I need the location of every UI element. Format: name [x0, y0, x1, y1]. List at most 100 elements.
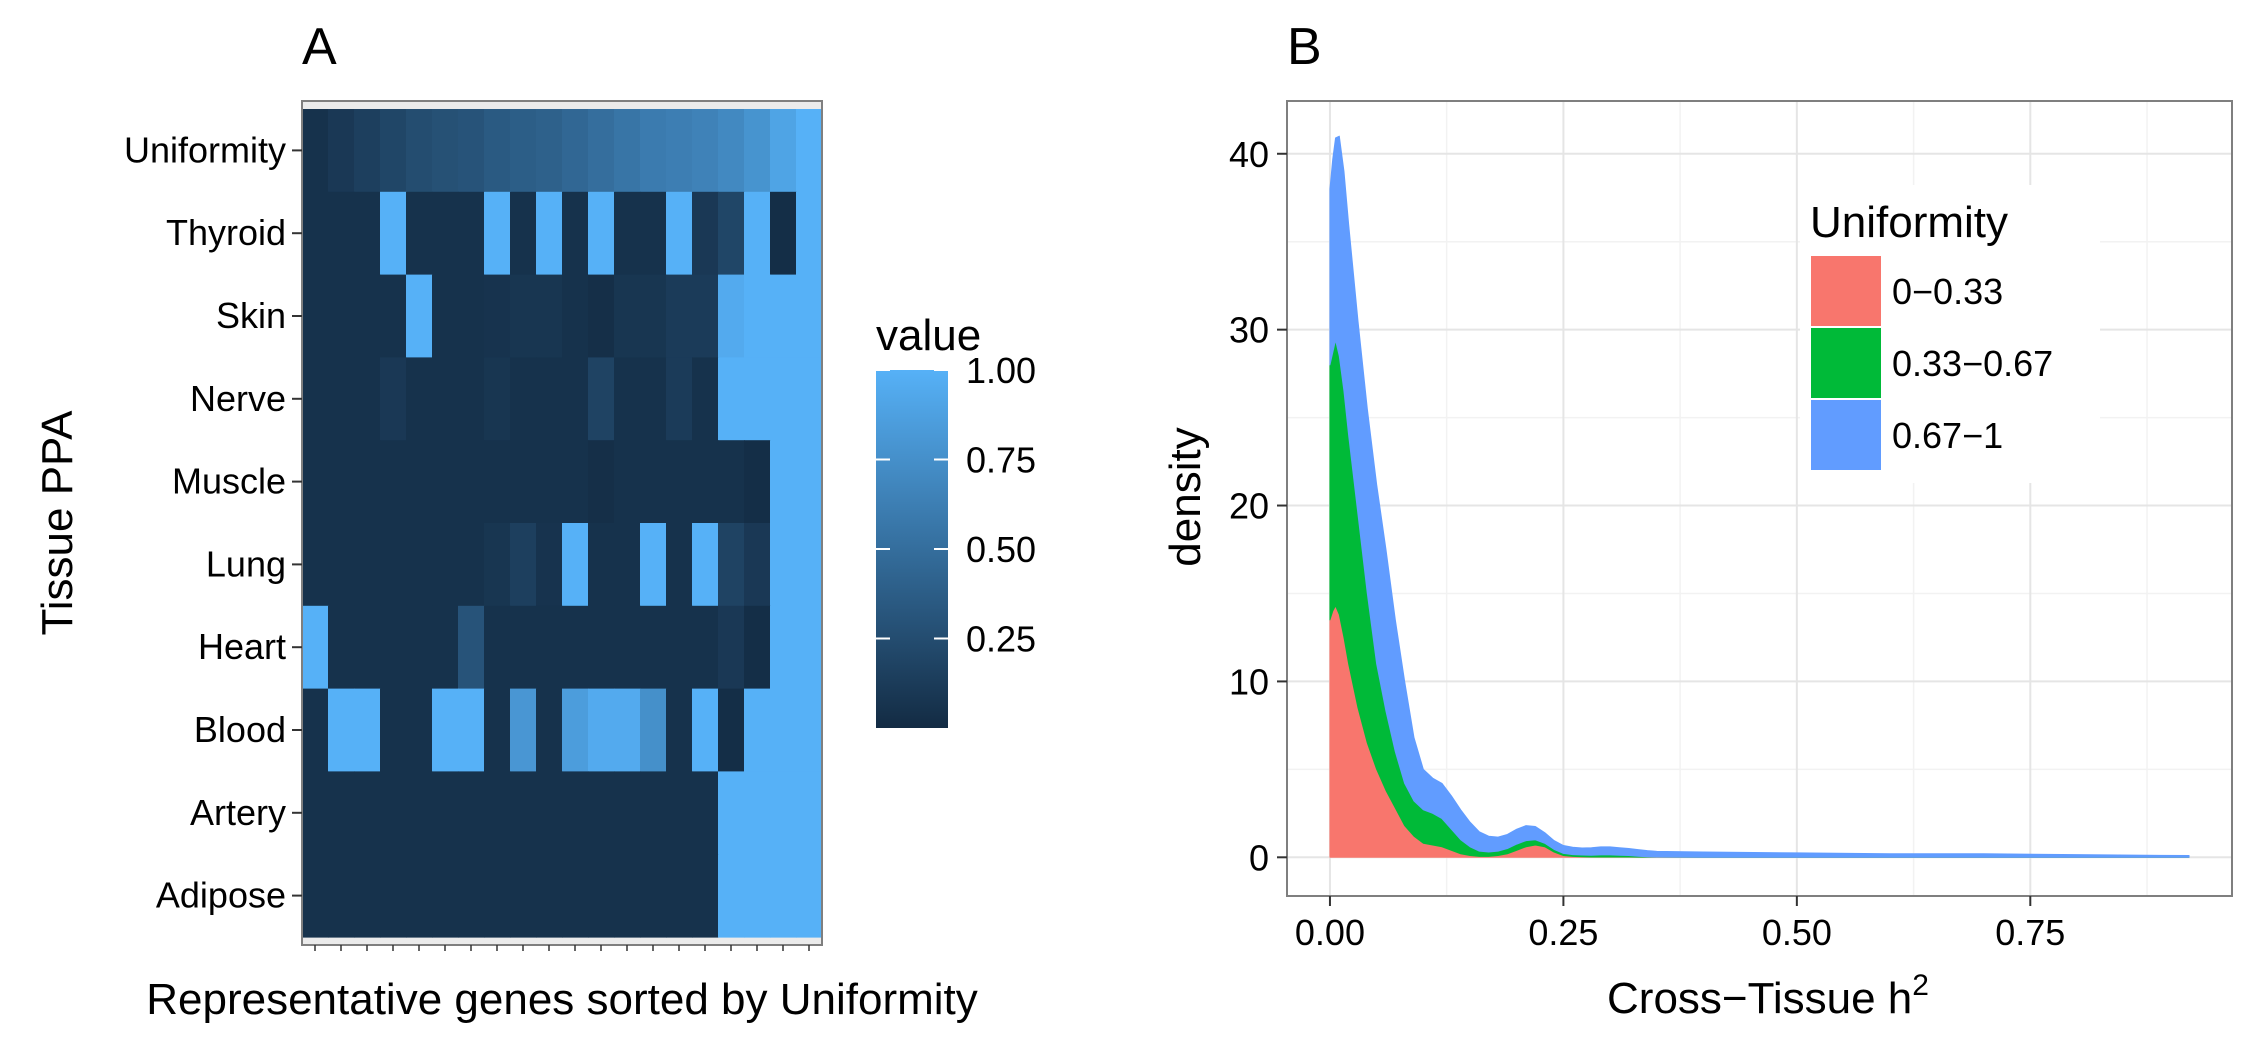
heatmap-cell [406, 440, 433, 524]
heatmap-cell [406, 688, 433, 772]
heatmap-cell [692, 854, 719, 938]
heatmap-cell [588, 854, 615, 938]
heatmap-legend-title: value [876, 311, 981, 360]
density-x-tick-label: 0.50 [1762, 912, 1832, 953]
heatmap-cell [354, 523, 381, 607]
heatmap-cell [718, 274, 745, 358]
density-legend-key [1809, 254, 1883, 328]
heatmap-cell [692, 109, 719, 193]
heatmap-cell [562, 688, 589, 772]
heatmap-cell [770, 109, 797, 193]
heatmap-cell [380, 688, 407, 772]
heatmap-cell [770, 771, 797, 855]
heatmap-row-label: Skin [216, 295, 286, 336]
heatmap-cell [432, 688, 459, 772]
heatmap-cell [744, 191, 771, 276]
heatmap-cell [510, 605, 537, 690]
heatmap-cell [484, 440, 511, 524]
heatmap-cell [640, 523, 667, 607]
heatmap-cell [666, 109, 693, 193]
heatmap-cell [354, 357, 381, 441]
heatmap-cell [510, 357, 537, 441]
heatmap-cell [692, 440, 719, 524]
heatmap-cell [744, 440, 771, 524]
heatmap-cell [458, 357, 485, 441]
heatmap-cell [796, 523, 823, 607]
heatmap-cell [432, 440, 459, 524]
heatmap-cell [458, 771, 485, 855]
density-area-series [1329, 135, 2190, 858]
heatmap-cell [770, 440, 797, 524]
heatmap-cell [588, 109, 615, 193]
heatmap-cell [380, 605, 407, 690]
heatmap-cell [380, 771, 407, 855]
density-legend-items: 0−0.33 0.33−0.67 0.67−1 [1809, 254, 2053, 472]
heatmap-legend: value 1.00 0.75 0.50 0.25 [876, 311, 1036, 728]
heatmap-cell [718, 688, 745, 772]
heatmap-cell [354, 688, 381, 772]
heatmap-cell [614, 854, 641, 938]
heatmap-cell [432, 274, 459, 358]
heatmap-cell [484, 191, 511, 276]
heatmap-cell [796, 109, 823, 193]
heatmap-cell [796, 688, 823, 772]
heatmap-legend-ticks: 1.00 0.75 0.50 0.25 [876, 350, 1036, 660]
heatmap-cell [796, 771, 823, 855]
heatmap-cell [536, 771, 563, 855]
heatmap-cell [770, 357, 797, 441]
heatmap-cell [328, 440, 355, 524]
heatmap-cell [614, 688, 641, 772]
heatmap-cell [484, 274, 511, 358]
panel-b-density: B 0.00 0.25 0.50 0.75 0 10 20 30 40 Cross−Tissu… [1161, 18, 2233, 1023]
heatmap-cells [302, 101, 823, 945]
heatmap-cell [484, 854, 511, 938]
heatmap-cell [562, 771, 589, 855]
heatmap-cell [692, 771, 719, 855]
density-legend-label: 0.67−1 [1892, 415, 2003, 456]
legend-tick-label: 0.75 [966, 440, 1036, 481]
heatmap-cell [484, 771, 511, 855]
heatmap-cell [588, 688, 615, 772]
heatmap-cell [770, 605, 797, 690]
heatmap-cell [380, 191, 407, 276]
heatmap-cell [588, 357, 615, 441]
density-legend: Uniformity 0−0.33 0.33−0.67 0.67−1 [1800, 185, 2100, 483]
heatmap-cell [588, 274, 615, 358]
heatmap-cell [562, 191, 589, 276]
panel-a-heatmap: A Uniformity Thyroid Skin Nerve Muscle Lung He… [33, 18, 1036, 1024]
heatmap-row-label: Nerve [190, 378, 286, 419]
legend-tick-label: 1.00 [966, 350, 1036, 391]
heatmap-cell [432, 357, 459, 441]
heatmap-cell [614, 357, 641, 441]
heatmap-row-label: Thyroid [166, 212, 286, 253]
heatmap-cell [484, 605, 511, 690]
heatmap-row-label: Artery [190, 792, 286, 833]
density-legend-key [1809, 398, 1883, 472]
density-y-tick-label: 10 [1229, 661, 1269, 702]
heatmap-cell [406, 523, 433, 607]
heatmap-cell [588, 523, 615, 607]
heatmap-cell [432, 854, 459, 938]
density-y-axis: 0 10 20 30 40 [1229, 134, 1287, 878]
heatmap-cell [536, 440, 563, 524]
heatmap-cell [692, 191, 719, 276]
heatmap-cell [536, 274, 563, 358]
heatmap-cell [770, 523, 797, 607]
heatmap-y-title: Tissue PPA [33, 410, 82, 636]
heatmap-cell [744, 854, 771, 938]
heatmap-cell [484, 109, 511, 193]
heatmap-cell [406, 771, 433, 855]
heatmap-cell [588, 771, 615, 855]
heatmap-cell [718, 191, 745, 276]
heatmap-cell [354, 605, 381, 690]
heatmap-cell [302, 688, 329, 772]
heatmap-cell [432, 191, 459, 276]
heatmap-cell [406, 357, 433, 441]
heatmap-cell [640, 357, 667, 441]
heatmap-cell [458, 440, 485, 524]
density-frame [1286, 100, 2233, 897]
heatmap-cell [614, 191, 641, 276]
density-areas [1329, 135, 2190, 858]
heatmap-cell [614, 274, 641, 358]
